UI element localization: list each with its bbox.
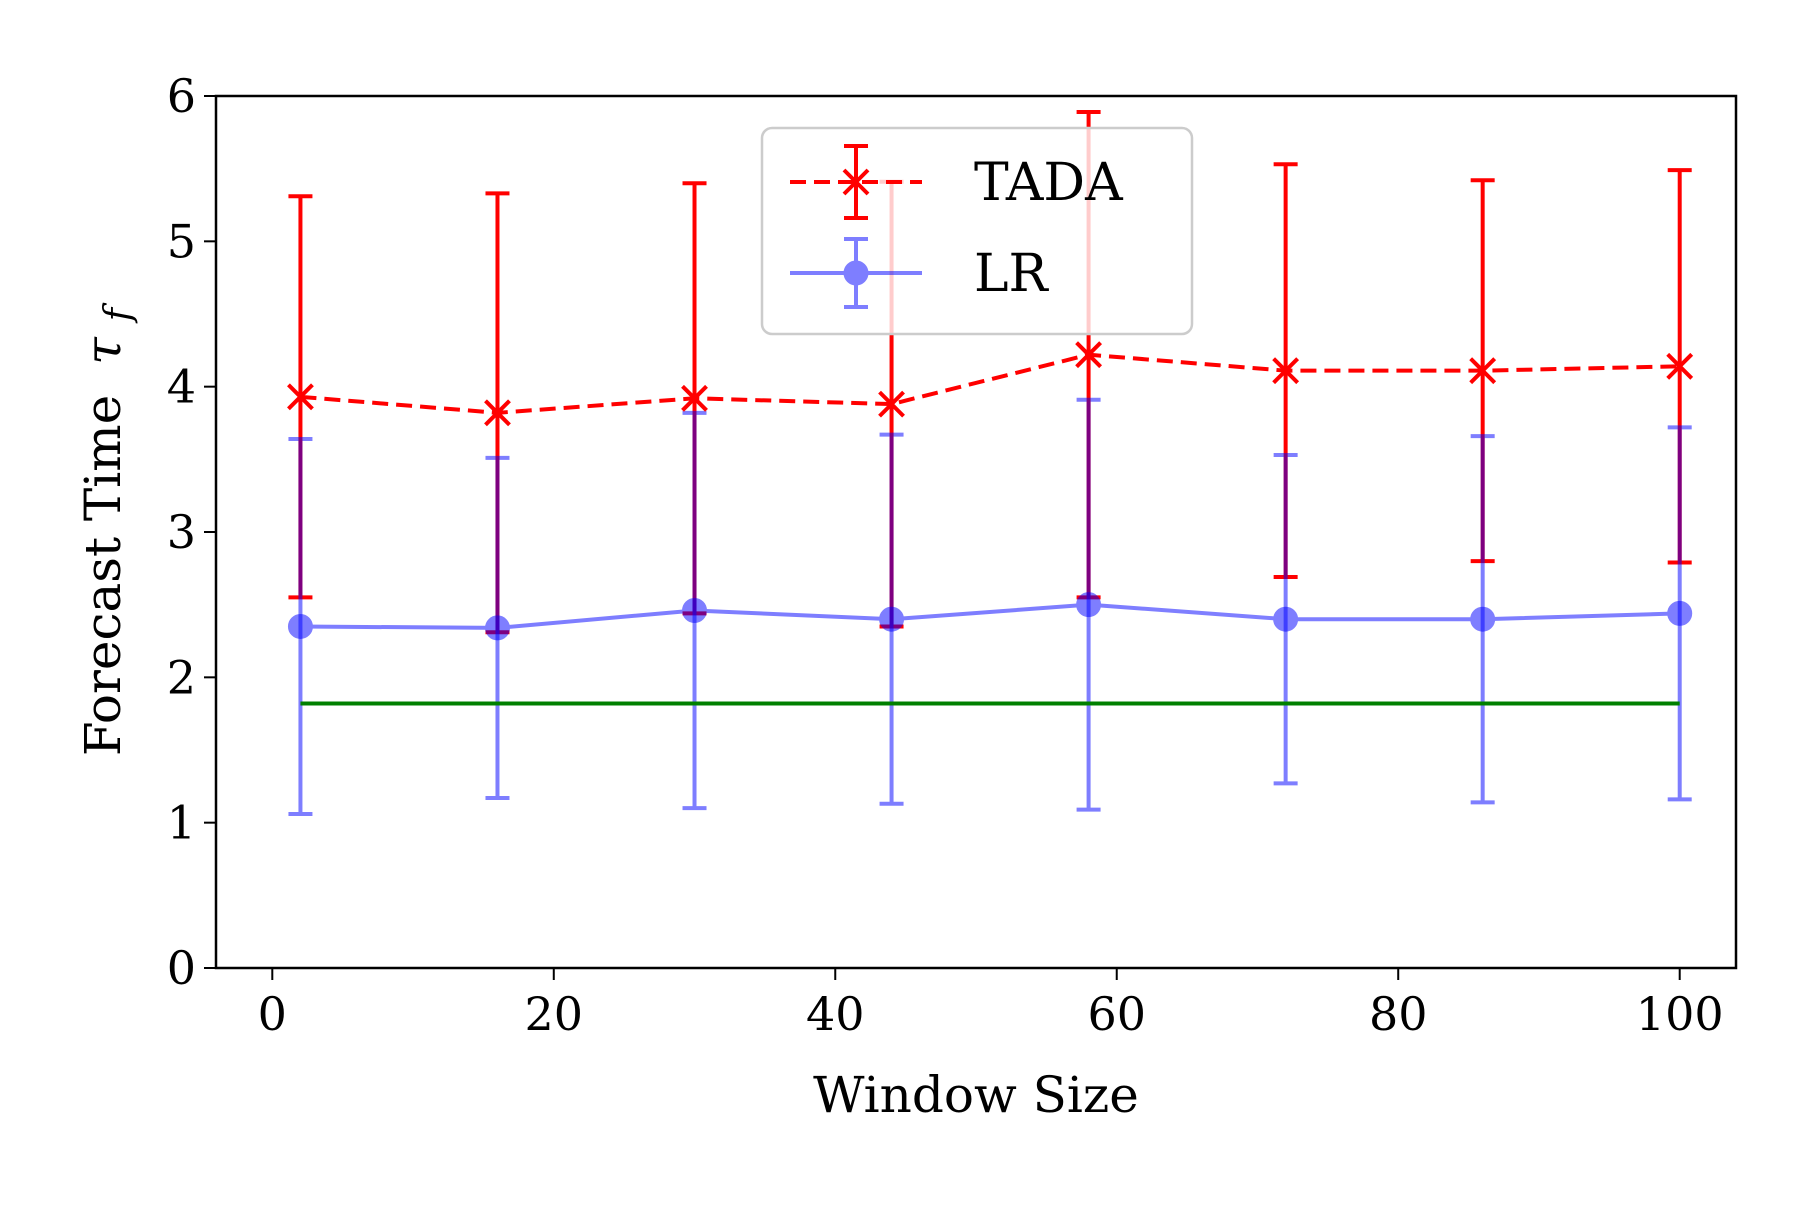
y-tick-label: 3: [167, 505, 196, 559]
tada-point: [878, 390, 905, 418]
legend-lr-marker: [843, 260, 869, 286]
x-tick-label: 0: [258, 987, 287, 1041]
legend-box: [760, 126, 1194, 336]
tada-point-stroke: [1469, 357, 1497, 385]
legend-entry-lr: LR: [790, 237, 1050, 309]
y-axis-label-symbol: τ: [74, 336, 132, 365]
tada-point-stroke: [484, 399, 511, 427]
legend-label-lr: LR: [974, 244, 1050, 304]
lr-point: [1273, 606, 1299, 632]
y-tick-label: 6: [167, 69, 196, 123]
y-tick-label: 2: [167, 650, 196, 704]
legend: TADA LR: [760, 126, 1194, 336]
tada-point-stroke: [1272, 357, 1300, 385]
y-tick-label: 5: [167, 214, 196, 268]
series-layer: [287, 109, 1694, 816]
lr-point: [484, 615, 510, 641]
tada-point-stroke: [1666, 352, 1694, 380]
lr-point: [879, 606, 905, 632]
y-tick-label: 4: [167, 360, 196, 414]
tada-point-stroke: [681, 384, 708, 412]
x-tick-label: 20: [525, 987, 584, 1041]
x-tick-label: 100: [1636, 987, 1724, 1041]
tada-point-stroke: [287, 383, 314, 411]
lr-point: [1470, 606, 1496, 632]
lr-point: [1667, 600, 1693, 626]
tada-point: [1272, 357, 1300, 385]
tada-point: [1469, 357, 1497, 385]
tada-point-stroke: [878, 390, 905, 418]
tada-point-stroke: [1075, 341, 1103, 369]
tada-point: [1075, 341, 1103, 369]
tada-point: [287, 383, 314, 411]
legend-tada-marker: [842, 168, 870, 196]
y-axis-label: Forecast Time τ f: [74, 302, 139, 756]
x-tick-label: 60: [1087, 987, 1146, 1041]
lr-line: [300, 602, 1680, 630]
x-axis-label: Window Size: [813, 1066, 1139, 1124]
x-tick-label: 40: [806, 987, 865, 1041]
tada-line: [300, 352, 1680, 415]
lr-point: [287, 613, 313, 639]
x-tick-label: 80: [1369, 987, 1428, 1041]
y-tick-label: 1: [167, 796, 196, 850]
lr-point: [682, 597, 708, 623]
plot-frame: [214, 94, 1738, 970]
y-axis-label-subscript: f: [98, 302, 139, 324]
y-tick-label: 0: [167, 941, 196, 995]
y-axis-label-text: Forecast Time: [74, 395, 132, 756]
lr-series: [287, 592, 1693, 641]
tada-point: [681, 384, 708, 412]
legend-label-tada: TADA: [974, 153, 1124, 213]
tada-point: [1666, 352, 1694, 380]
legend-entry-tada: TADA: [790, 144, 1124, 220]
lr-point: [1076, 592, 1102, 618]
legend-lr-symbol: [790, 237, 922, 309]
axes: 0 20 40 60 80 100 0 1 2 3 4 5 6: [167, 69, 1738, 1041]
tada-point: [484, 399, 511, 427]
